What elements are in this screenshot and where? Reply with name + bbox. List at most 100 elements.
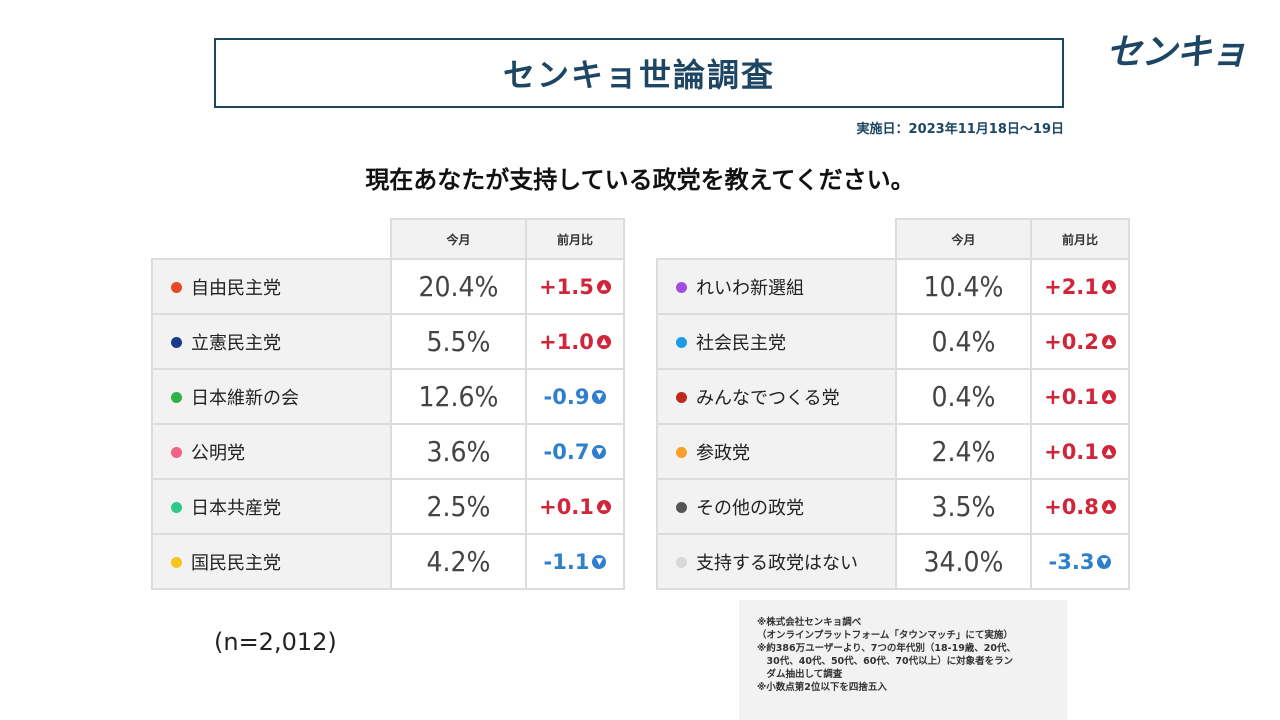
header-month: 今月 [895,218,1032,260]
party-row: その他の政党 3.5% +0.8 ▲ [656,478,1130,535]
party-name-cell: 日本共産党 [151,478,392,535]
month-value: 0.4% [895,313,1032,370]
party-row: 国民民主党 4.2% -1.1 ▼ [151,533,625,590]
diff-cell: -1.1 ▼ [525,533,625,590]
month-value: 4.2% [390,533,527,590]
diff-value: -0.9 [543,384,590,409]
table-header-row: 今月 前月比 [656,218,1130,260]
party-row: 参政党 2.4% +0.1 ▲ [656,423,1130,480]
brand-logo: センキョ [1105,32,1247,73]
party-name-cell: れいわ新選組 [656,258,897,315]
party-name: 立憲民主党 [191,332,281,354]
party-name-cell: 日本維新の会 [151,368,392,425]
party-row: 日本共産党 2.5% +0.1 ▲ [151,478,625,535]
note-line: ※株式会社センキョ調べ [757,617,862,628]
diff-cell: -0.9 ▼ [525,368,625,425]
arrow-down-icon: ▼ [592,444,607,459]
arrow-up-icon: ▲ [1101,499,1116,514]
party-name-cell: 参政党 [656,423,897,480]
month-value: 12.6% [390,368,527,425]
arrow-up-icon: ▲ [1101,389,1116,404]
party-name: その他の政党 [696,497,804,519]
month-value: 0.4% [895,368,1032,425]
diff-cell: +0.8 ▲ [1030,478,1130,535]
party-name: れいわ新選組 [696,277,804,299]
party-row: 日本維新の会 12.6% -0.9 ▼ [151,368,625,425]
party-color-dot-icon [676,282,687,293]
diff-value: -0.7 [543,439,590,464]
party-table-left: 今月 前月比 自由民主党 20.4% +1.5 ▲ 立憲民主党 5.5% +1.0 ▲ 日本維新の会… [151,218,625,590]
party-name-cell: 自由民主党 [151,258,392,315]
diff-cell: +0.1 ▲ [1030,368,1130,425]
party-color-dot-icon [676,557,687,568]
party-name: 日本共産党 [191,497,281,519]
diff-value: -3.3 [1048,549,1095,574]
party-color-dot-icon [171,392,182,403]
month-value: 2.5% [390,478,527,535]
arrow-down-icon: ▼ [592,554,607,569]
party-name: 参政党 [696,442,750,464]
month-value: 34.0% [895,533,1032,590]
party-name-cell: 立憲民主党 [151,313,392,370]
diff-value: +1.0 [539,329,594,354]
party-color-dot-icon [171,447,182,458]
party-name: 自由民主党 [191,277,281,299]
title-box: センキョ世論調査 [214,38,1064,108]
diff-value: +1.5 [539,274,594,299]
survey-question: 現在あなたが支持している政党を教えてください。 [365,166,915,194]
party-color-dot-icon [171,337,182,348]
party-color-dot-icon [171,502,182,513]
arrow-up-icon: ▲ [596,279,611,294]
diff-cell: +1.0 ▲ [525,313,625,370]
diff-value: +0.1 [1044,384,1099,409]
month-value: 3.6% [390,423,527,480]
diff-value: -1.1 [543,549,590,574]
diff-cell: +2.1 ▲ [1030,258,1130,315]
party-name-cell: 社会民主党 [656,313,897,370]
header-diff: 前月比 [1030,218,1130,260]
party-name-cell: みんなでつくる党 [656,368,897,425]
party-name-cell: 国民民主党 [151,533,392,590]
party-name-cell: 支持する政党はない [656,533,897,590]
arrow-down-icon: ▼ [1097,554,1112,569]
diff-value: +0.1 [1044,439,1099,464]
party-row: 社会民主党 0.4% +0.2 ▲ [656,313,1130,370]
party-name-cell: その他の政党 [656,478,897,535]
note-line: ※小数点第2位以下を四捨五入 [757,682,887,693]
party-row: 公明党 3.6% -0.7 ▼ [151,423,625,480]
party-row: 支持する政党はない 34.0% -3.3 ▼ [656,533,1130,590]
party-color-dot-icon [171,557,182,568]
arrow-up-icon: ▲ [1101,444,1116,459]
party-name: 公明党 [191,442,245,464]
party-table-right: 今月 前月比 れいわ新選組 10.4% +2.1 ▲ 社会民主党 0.4% +0.2 ▲ みんなでつ… [656,218,1130,590]
party-color-dot-icon [676,337,687,348]
party-name: みんなでつくる党 [696,387,840,409]
diff-cell: -3.3 ▼ [1030,533,1130,590]
note-line: ※約386万ユーザーより、7つの年代別（18-19歳、20代、 [757,643,1017,654]
month-value: 20.4% [390,258,527,315]
party-color-dot-icon [676,392,687,403]
party-row: 立憲民主党 5.5% +1.0 ▲ [151,313,625,370]
party-name: 国民民主党 [191,552,281,574]
party-color-dot-icon [171,282,182,293]
party-color-dot-icon [676,502,687,513]
arrow-down-icon: ▼ [592,389,607,404]
table-header-row: 今月 前月比 [151,218,625,260]
sample-size: (n=2,012) [214,628,337,656]
party-row: 自由民主党 20.4% +1.5 ▲ [151,258,625,315]
diff-cell: +1.5 ▲ [525,258,625,315]
month-value: 5.5% [390,313,527,370]
header-blank-cell [656,218,897,260]
page-title: センキョ世論調査 [502,56,775,94]
party-color-dot-icon [676,447,687,458]
party-row: れいわ新選組 10.4% +2.1 ▲ [656,258,1130,315]
header-blank-cell [151,218,392,260]
arrow-up-icon: ▲ [1101,279,1116,294]
diff-value: +0.2 [1044,329,1099,354]
diff-value: +2.1 [1044,274,1099,299]
arrow-up-icon: ▲ [596,334,611,349]
party-row: みんなでつくる党 0.4% +0.1 ▲ [656,368,1130,425]
note-line: ダム抽出して調査 [757,669,843,680]
party-name: 日本維新の会 [191,387,299,409]
header-diff: 前月比 [525,218,625,260]
